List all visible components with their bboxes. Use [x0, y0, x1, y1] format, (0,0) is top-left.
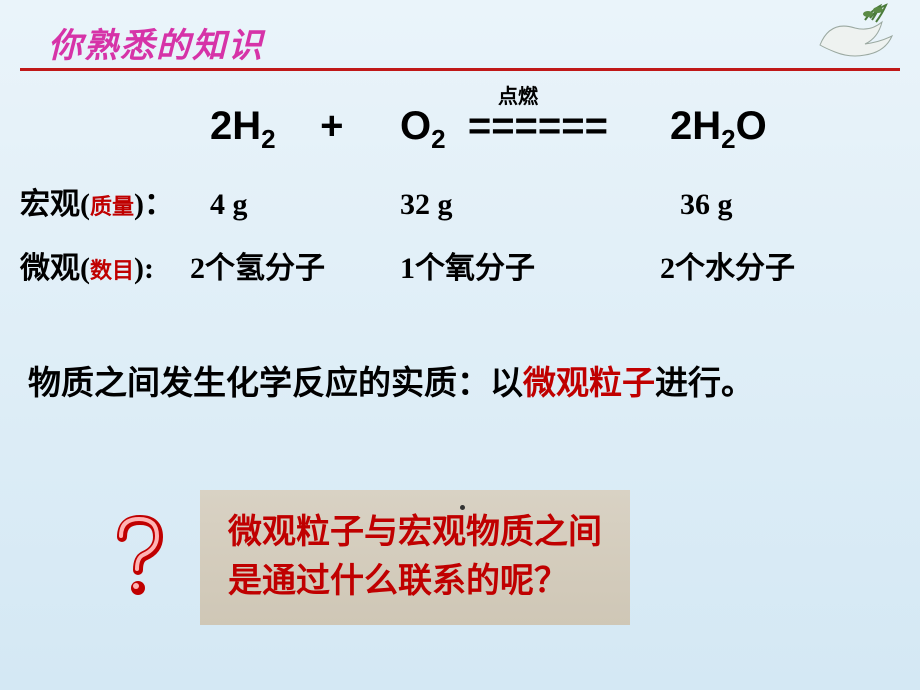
reaction-condition: 点燃: [498, 80, 538, 109]
center-dot: [460, 505, 465, 510]
macro-c3: 36 g: [640, 188, 840, 222]
subscript: 2: [431, 124, 445, 154]
question-mark-icon: [110, 512, 170, 602]
macro-label: 宏观(质量)：: [20, 179, 190, 223]
label-suffix: )：: [134, 188, 174, 221]
coef: 2: [210, 104, 232, 148]
reactant-1: 2H2 +: [190, 104, 400, 155]
statement-before: 物质之间发生化学反应的实质：以: [28, 366, 523, 402]
label-highlight: 质量: [90, 194, 134, 219]
label-suffix: ):: [134, 252, 154, 285]
coef: 2: [670, 104, 692, 148]
base: H: [232, 104, 261, 148]
question-line2: 是通过什么联系的呢？: [228, 563, 568, 600]
statement-text: 物质之间发生化学反应的实质：以微观粒子进行。: [28, 360, 892, 410]
base: O: [400, 104, 431, 148]
equation-block: 点燃 2H2 + O2 ====== 2H2O 宏观(质量)： 4 g 32 g…: [20, 80, 900, 305]
label-prefix: 宏观(: [20, 188, 90, 221]
base2: O: [736, 104, 767, 148]
micro-c3: 2个水分子: [640, 243, 840, 287]
product: 2H2O: [640, 104, 840, 155]
question-line1: 微观粒子与宏观物质之间: [228, 514, 602, 551]
plus-sign: +: [320, 104, 343, 148]
macro-c1: 4 g: [190, 188, 400, 222]
micro-row: 微观(数目): 2个氢分子 1个氧分子 2个水分子: [20, 243, 900, 287]
question-region: 微观粒子与宏观物质之间 是通过什么联系的呢？: [110, 490, 630, 625]
micro-c1: 2个氢分子: [190, 243, 400, 287]
statement-after: 进行。: [655, 366, 754, 402]
base: H: [692, 104, 721, 148]
chemical-equation: 点燃 2H2 + O2 ====== 2H2O: [20, 80, 900, 155]
macro-c2: 32 g: [400, 188, 640, 222]
reactant-2: O2 ======: [400, 104, 640, 155]
label-prefix: 微观(: [20, 252, 90, 285]
subscript: 2: [721, 124, 735, 154]
label-highlight: 数目: [90, 258, 134, 283]
macro-row: 宏观(质量)： 4 g 32 g 36 g: [20, 179, 900, 223]
statement-highlight: 微观粒子: [523, 366, 655, 402]
slide-title: 你熟悉的知识: [48, 28, 264, 65]
title-underline: [20, 68, 900, 71]
question-box: 微观粒子与宏观物质之间 是通过什么联系的呢？: [200, 490, 630, 625]
micro-label: 微观(数目):: [20, 243, 190, 287]
arrow: ======: [468, 104, 608, 148]
subscript: 2: [261, 124, 275, 154]
dove-icon: [810, 0, 900, 70]
title-region: 你熟悉的知识: [48, 18, 900, 67]
micro-c2: 1个氧分子: [400, 243, 640, 287]
